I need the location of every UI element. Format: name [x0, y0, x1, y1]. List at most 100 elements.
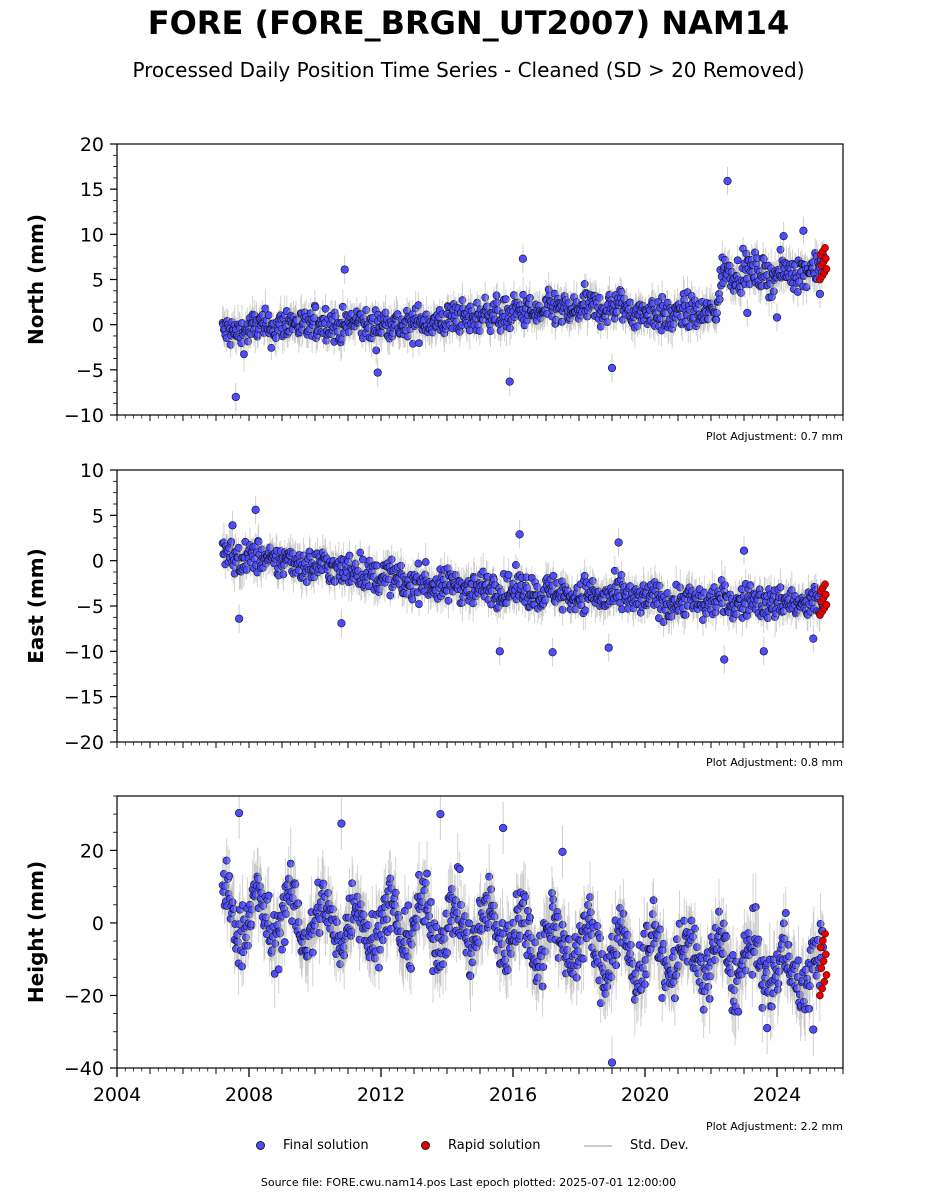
final-solution-point: [321, 304, 330, 313]
final-solution-point: [372, 346, 381, 355]
final-solution-point: [720, 655, 729, 664]
y-tick-label: 15: [80, 179, 104, 201]
rapid-solution-point: [821, 244, 829, 252]
final-solution-point: [596, 322, 605, 331]
final-solution-point: [554, 912, 562, 921]
final-solution-point: [397, 561, 405, 570]
y-tick-label: −5: [76, 360, 104, 382]
final-solution-point: [681, 610, 690, 619]
y-tick-label: 10: [80, 460, 104, 482]
final-solution-point: [538, 982, 547, 991]
rapid-solution-point: [821, 590, 830, 599]
final-solution-point: [721, 581, 729, 590]
final-solution-point: [404, 901, 413, 910]
final-solution-point: [505, 377, 514, 386]
final-solution-point: [373, 368, 382, 377]
final-solution-point: [225, 872, 234, 880]
final-solution-point: [453, 908, 461, 917]
final-solution-point: [227, 537, 236, 546]
final-solution-point: [523, 584, 532, 592]
final-solution-point: [228, 521, 237, 530]
final-solution-point: [415, 870, 423, 879]
plot-adjustment-note: Plot Adjustment: 0.7 mm: [706, 430, 843, 443]
final-solution-point: [308, 948, 317, 957]
final-solution-point: [581, 606, 590, 615]
y-tick-label: −10: [64, 641, 104, 663]
final-solution-point: [493, 298, 502, 307]
data-layer: [218, 166, 831, 412]
final-solution-point: [415, 600, 423, 608]
final-solution-point: [511, 561, 520, 569]
final-solution-point: [779, 232, 788, 241]
final-solution-point: [264, 311, 273, 320]
final-solution-point: [504, 571, 513, 579]
final-solution-point: [443, 948, 451, 957]
final-solution-point: [337, 619, 346, 628]
y-tick-label: 20: [80, 134, 104, 156]
final-solution-point: [524, 906, 532, 915]
final-solution-point: [228, 898, 237, 907]
final-solution-point: [490, 912, 499, 921]
final-solution-point: [743, 308, 752, 318]
final-solution-point: [473, 298, 482, 307]
final-solution-point: [531, 938, 540, 947]
panel-1: −20 −15 −10 −5 0 5 10 East (mm) Plot Adjustment:…: [24, 460, 844, 769]
final-solution-point: [264, 891, 273, 900]
final-solution-point: [423, 869, 431, 878]
final-solution-point: [408, 595, 417, 604]
final-solution-point: [799, 226, 808, 235]
final-solution-point: [558, 605, 567, 614]
final-solution-point: [379, 936, 387, 945]
final-solution-point: [251, 505, 260, 514]
final-solution-point: [356, 548, 365, 557]
final-solution-point: [793, 288, 802, 296]
final-solution-point: [381, 308, 390, 317]
final-solution-point: [776, 245, 785, 254]
final-solution-point: [340, 265, 349, 274]
final-solution-point: [667, 612, 676, 621]
final-solution-point: [311, 303, 320, 312]
final-solution-point: [278, 945, 286, 954]
final-solution-point: [294, 899, 302, 908]
final-solution-point: [733, 256, 742, 265]
y-axis-label: East (mm): [24, 548, 48, 664]
final-solution-point: [386, 591, 395, 600]
final-solution-point: [580, 280, 589, 288]
rapid-solution-point: [821, 580, 829, 589]
final-solution-point: [348, 879, 357, 888]
final-solution-point: [580, 571, 589, 580]
final-solution-point: [247, 920, 256, 929]
rapid-solution-point: [821, 254, 830, 263]
final-solution-point: [505, 324, 514, 333]
final-solution-point: [495, 647, 504, 656]
y-tick-label: 0: [92, 315, 104, 337]
final-solution-point: [526, 913, 534, 922]
final-solution-point: [746, 581, 755, 590]
final-solution-point: [375, 963, 383, 972]
final-solution-point: [238, 962, 246, 971]
rapid-solution-point: [822, 265, 831, 273]
final-solution-point: [558, 317, 566, 326]
data-layer: [218, 495, 831, 674]
final-solution-point: [526, 293, 534, 302]
final-solution-point: [280, 938, 289, 946]
final-solution-point: [282, 910, 290, 918]
final-solution-point: [242, 565, 251, 574]
panel-0: −10 −5 0 5 10 15 20 North (mm) Plot Adjustment: …: [24, 134, 844, 443]
final-solution-point: [759, 647, 768, 656]
final-solution-point: [466, 972, 475, 980]
final-solution-point: [815, 289, 825, 299]
data-layer: [218, 796, 831, 1068]
y-tick-label: −10: [64, 405, 104, 427]
final-solution-point: [412, 923, 421, 932]
final-solution-point: [463, 928, 472, 937]
final-solution-point: [503, 966, 512, 974]
final-solution-point: [383, 915, 391, 924]
final-solution-point: [261, 304, 270, 313]
final-solution-point: [244, 941, 252, 950]
final-solution-point: [315, 929, 324, 937]
final-solution-point: [614, 538, 623, 547]
final-solution-point: [607, 363, 617, 373]
